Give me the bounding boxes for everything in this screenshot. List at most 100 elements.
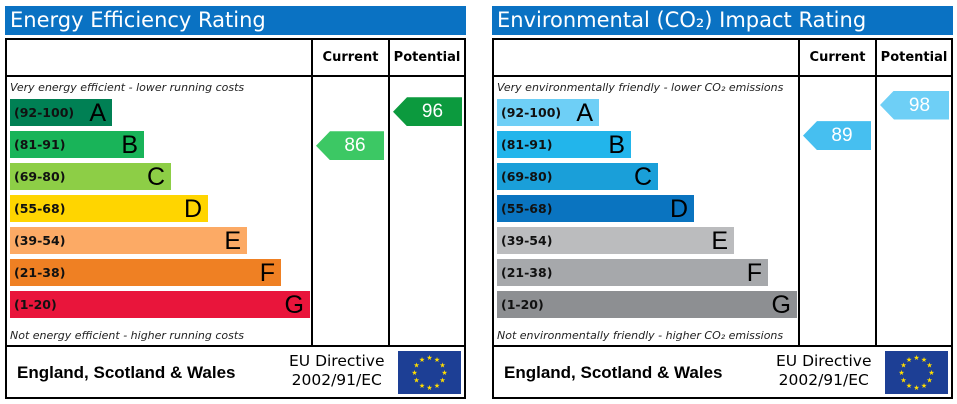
band-range: (92-100) (501, 105, 562, 120)
potential-rating-arrow: 98 (880, 90, 949, 120)
band-letter: B (608, 131, 625, 159)
rating-table: Current Potential Very energy efficient … (5, 38, 466, 399)
bottom-note: Not environmentally friendly - higher CO… (497, 329, 784, 342)
band-letter: F (259, 259, 275, 287)
top-note: Very energy efficient - lower running co… (10, 81, 245, 94)
divider (7, 345, 464, 347)
band-f: (21-38) F (10, 259, 281, 287)
band-range: (21-38) (501, 265, 553, 280)
svg-text:★: ★ (411, 369, 417, 377)
svg-text:★: ★ (434, 356, 440, 364)
eu-directive: EU Directive 2002/91/EC (776, 352, 872, 390)
directive-line: EU Directive (776, 352, 872, 370)
directive-number: 2002/91/EC (778, 371, 869, 389)
region-label: England, Scotland & Wales (17, 363, 236, 382)
svg-text:★: ★ (913, 384, 919, 392)
divider (875, 40, 877, 347)
band-e: (39-54) E (10, 227, 247, 255)
band-letter: A (89, 99, 106, 127)
band-letter: E (224, 227, 241, 255)
svg-text:★: ★ (913, 354, 919, 362)
svg-text:★: ★ (926, 362, 932, 370)
band-range: (69-80) (14, 169, 66, 184)
band-b: (81-91) B (497, 131, 631, 159)
band-letter: A (576, 99, 593, 127)
band-letter: F (746, 259, 762, 287)
svg-text:★: ★ (906, 382, 912, 390)
svg-text:★: ★ (898, 369, 904, 377)
band-letter: D (183, 195, 202, 223)
current-rating-arrow: 89 (803, 121, 871, 151)
svg-text:★: ★ (921, 382, 927, 390)
svg-text:★: ★ (419, 356, 425, 364)
eu-flag-icon: ★★★★★★★★★ ★ ★★ (398, 351, 461, 394)
band-range: (39-54) (14, 233, 66, 248)
band-range: (1-20) (501, 297, 544, 312)
divider (494, 75, 951, 77)
band-d: (55-68) D (497, 195, 694, 223)
band-range: (39-54) (501, 233, 553, 248)
bottom-note: Not energy efficient - higher running co… (10, 329, 244, 342)
current-rating-arrow: 86 (316, 131, 384, 161)
band-g: (1-20) G (497, 291, 797, 319)
svg-text:★: ★ (434, 382, 440, 390)
band-letter: E (711, 227, 728, 255)
band-a: (92-100) A (10, 99, 112, 127)
band-range: (92-100) (14, 105, 75, 120)
band-range: (55-68) (14, 201, 66, 216)
svg-text:★: ★ (439, 362, 445, 370)
band-f: (21-38) F (497, 259, 768, 287)
divider (798, 40, 800, 347)
divider (388, 40, 390, 347)
directive-number: 2002/91/EC (291, 371, 382, 389)
svg-text:★: ★ (413, 377, 419, 385)
band-range: (69-80) (501, 169, 553, 184)
column-header-current: Current (809, 50, 866, 65)
divider (7, 75, 464, 77)
svg-text:★: ★ (413, 362, 419, 370)
directive-line: EU Directive (289, 352, 385, 370)
svg-text:★: ★ (441, 369, 447, 377)
band-letter: G (771, 291, 791, 319)
band-g: (1-20) G (10, 291, 310, 319)
column-header-potential: Potential (880, 50, 948, 65)
svg-text:★: ★ (900, 377, 906, 385)
band-range: (21-38) (14, 265, 66, 280)
band-letter: C (633, 163, 652, 191)
svg-text:★: ★ (426, 384, 432, 392)
band-range: (81-91) (501, 137, 553, 152)
svg-text:★: ★ (439, 377, 445, 385)
panel-title: Energy Efficiency Rating (5, 6, 466, 35)
top-note: Very environmentally friendly - lower CO… (497, 81, 784, 94)
column-header-potential: Potential (393, 50, 461, 65)
rating-table: Current Potential Very environmentally f… (492, 38, 953, 399)
svg-text:★: ★ (426, 354, 432, 362)
svg-text:★: ★ (419, 382, 425, 390)
column-header-current: Current (322, 50, 379, 65)
divider (311, 40, 313, 347)
band-letter: C (146, 163, 165, 191)
rating-panel: Energy Efficiency Rating Current Potenti… (5, 0, 466, 404)
divider (494, 345, 951, 347)
band-c: (69-80) C (10, 163, 171, 191)
band-letter: G (284, 291, 304, 319)
svg-text:★: ★ (926, 377, 932, 385)
eu-directive: EU Directive 2002/91/EC (289, 352, 385, 390)
svg-text:★: ★ (928, 369, 934, 377)
region-label: England, Scotland & Wales (504, 363, 723, 382)
eu-flag-icon: ★★★★★★★★★ ★ ★★ (885, 351, 948, 394)
band-letter: D (669, 195, 688, 223)
band-range: (55-68) (501, 201, 553, 216)
band-c: (69-80) C (497, 163, 658, 191)
svg-text:★: ★ (906, 356, 912, 364)
potential-rating-arrow: 96 (393, 97, 462, 127)
band-b: (81-91) B (10, 131, 144, 159)
band-letter: B (121, 131, 138, 159)
svg-text:★: ★ (921, 356, 927, 364)
band-range: (81-91) (14, 137, 66, 152)
band-a: (92-100) A (497, 99, 599, 127)
svg-text:★: ★ (900, 362, 906, 370)
band-e: (39-54) E (497, 227, 734, 255)
rating-panel: Environmental (CO₂) Impact Rating Curren… (492, 0, 953, 404)
panel-title: Environmental (CO₂) Impact Rating (492, 6, 953, 35)
